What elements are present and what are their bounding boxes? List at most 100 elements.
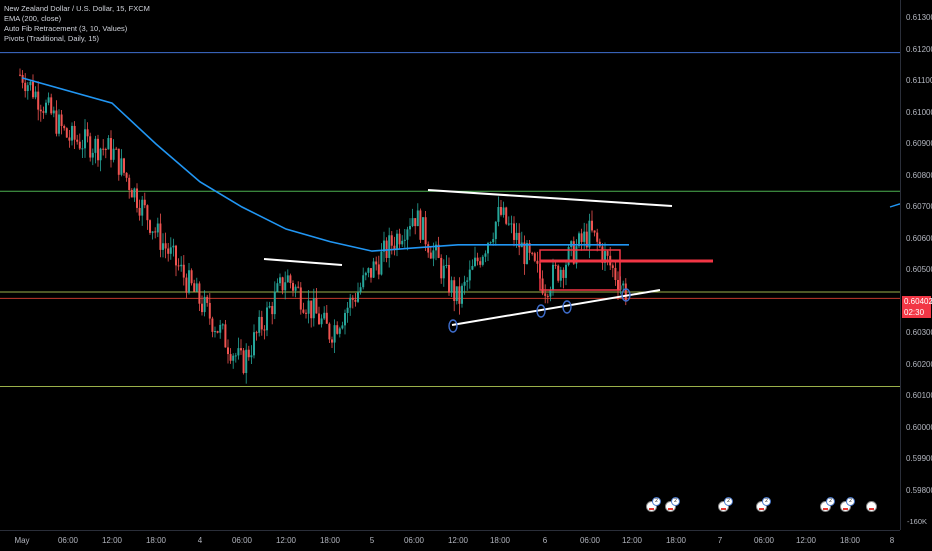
- candle-body: [240, 348, 242, 351]
- candle-body: [440, 257, 443, 279]
- candle-body: [591, 220, 593, 231]
- volume-scale-label: -160K: [907, 517, 928, 526]
- candle-body: [227, 347, 229, 355]
- candle-body: [65, 128, 68, 138]
- candle-body: [214, 331, 216, 333]
- legend-ema[interactable]: EMA (200, close): [4, 14, 62, 23]
- candle-body: [125, 172, 128, 178]
- time-axis[interactable]: May 06:00 12:00 18:00 4 06:00 12:00 18:00 5 06:00…: [0, 530, 900, 551]
- candle-body: [195, 283, 198, 292]
- candle-body: [481, 256, 484, 265]
- economic-event-flag-icon[interactable]: [646, 501, 657, 512]
- candle-body: [123, 158, 125, 173]
- candle-body: [484, 253, 487, 257]
- candle-body: [258, 316, 261, 333]
- event-count-badge: 2: [826, 497, 835, 506]
- candle-body: [279, 277, 281, 284]
- candle-body: [159, 223, 162, 250]
- price-chart[interactable]: [0, 0, 901, 530]
- economic-event-flag-icon[interactable]: [840, 501, 851, 512]
- time-tick: 12:00: [795, 536, 817, 545]
- time-tick: 12:00: [621, 536, 643, 545]
- time-tick: 06:00: [753, 536, 775, 545]
- chart-pane[interactable]: [0, 0, 901, 530]
- candle-body: [94, 138, 97, 153]
- swing-low-marker-2: [536, 304, 546, 318]
- candle-body: [232, 355, 235, 361]
- time-tick: 12:00: [447, 536, 469, 545]
- candle-body: [128, 177, 131, 190]
- candle-body: [531, 252, 534, 254]
- candle-body: [505, 207, 508, 224]
- time-tick: 12:00: [275, 536, 297, 545]
- time-tick: 5: [369, 536, 375, 545]
- candle-body: [518, 232, 521, 248]
- candle-body: [133, 188, 136, 198]
- candle-body: [201, 303, 203, 313]
- candle-body: [455, 286, 458, 301]
- candle-body: [260, 316, 263, 330]
- candle-body: [489, 242, 492, 244]
- candle-body: [175, 245, 177, 266]
- candle-body: [466, 280, 469, 282]
- candle-body: [406, 229, 409, 240]
- candle-body: [21, 74, 24, 83]
- economic-event-flag-icon[interactable]: [718, 501, 729, 512]
- candle-body: [47, 97, 50, 103]
- economic-event-flag-icon[interactable]: [665, 501, 676, 512]
- candle-body: [331, 339, 333, 343]
- candle-body: [546, 295, 549, 297]
- candle-body: [362, 275, 365, 288]
- current-price-badge: 0.60402: [902, 296, 932, 307]
- candle-body: [448, 264, 450, 293]
- swing-low-marker-3: [562, 300, 572, 314]
- candle-body: [188, 270, 190, 293]
- candle-body: [156, 223, 159, 233]
- candle-body: [398, 233, 401, 245]
- candle-body: [45, 102, 47, 113]
- candle-body: [349, 297, 352, 308]
- time-tick: 06:00: [579, 536, 601, 545]
- candle-body: [497, 207, 500, 222]
- economic-event-flag-icon[interactable]: [756, 501, 767, 512]
- legend-fib[interactable]: Auto Fib Retracement (3, 10, Values): [4, 24, 128, 33]
- legend-pivots[interactable]: Pivots (Traditional, Daily, 15): [4, 34, 100, 43]
- legend-symbol[interactable]: New Zealand Dollar / U.S. Dollar, 15, FX…: [4, 4, 150, 13]
- event-count-badge: 2: [671, 497, 680, 506]
- candle-body: [549, 290, 552, 297]
- ema-200-line: [21, 77, 629, 252]
- candle-body: [250, 355, 253, 358]
- candle-body: [442, 265, 445, 279]
- candle-body: [523, 242, 526, 265]
- candle-body: [580, 233, 583, 242]
- candle-body: [458, 286, 461, 304]
- candle-body: [396, 233, 398, 250]
- candle-body: [149, 220, 151, 233]
- candle-body: [286, 275, 289, 283]
- candle-body: [552, 264, 554, 291]
- candle-body: [29, 81, 32, 86]
- candle-body: [588, 220, 591, 248]
- candle-body: [411, 218, 414, 227]
- candle-body: [429, 252, 432, 259]
- candle-body: [76, 139, 79, 142]
- economic-event-flag-icon[interactable]: [820, 501, 831, 512]
- economic-event-flag-icon[interactable]: [866, 501, 877, 512]
- candle-body: [71, 125, 73, 141]
- countdown-badge: 02:30: [902, 307, 931, 318]
- candle-body: [554, 264, 557, 266]
- candle-body: [37, 91, 40, 110]
- candle-body: [572, 241, 575, 264]
- candle-body: [575, 246, 578, 264]
- candle-body: [424, 217, 427, 245]
- candle-body: [333, 325, 336, 343]
- candle-body: [253, 332, 255, 356]
- candle-body: [393, 245, 396, 250]
